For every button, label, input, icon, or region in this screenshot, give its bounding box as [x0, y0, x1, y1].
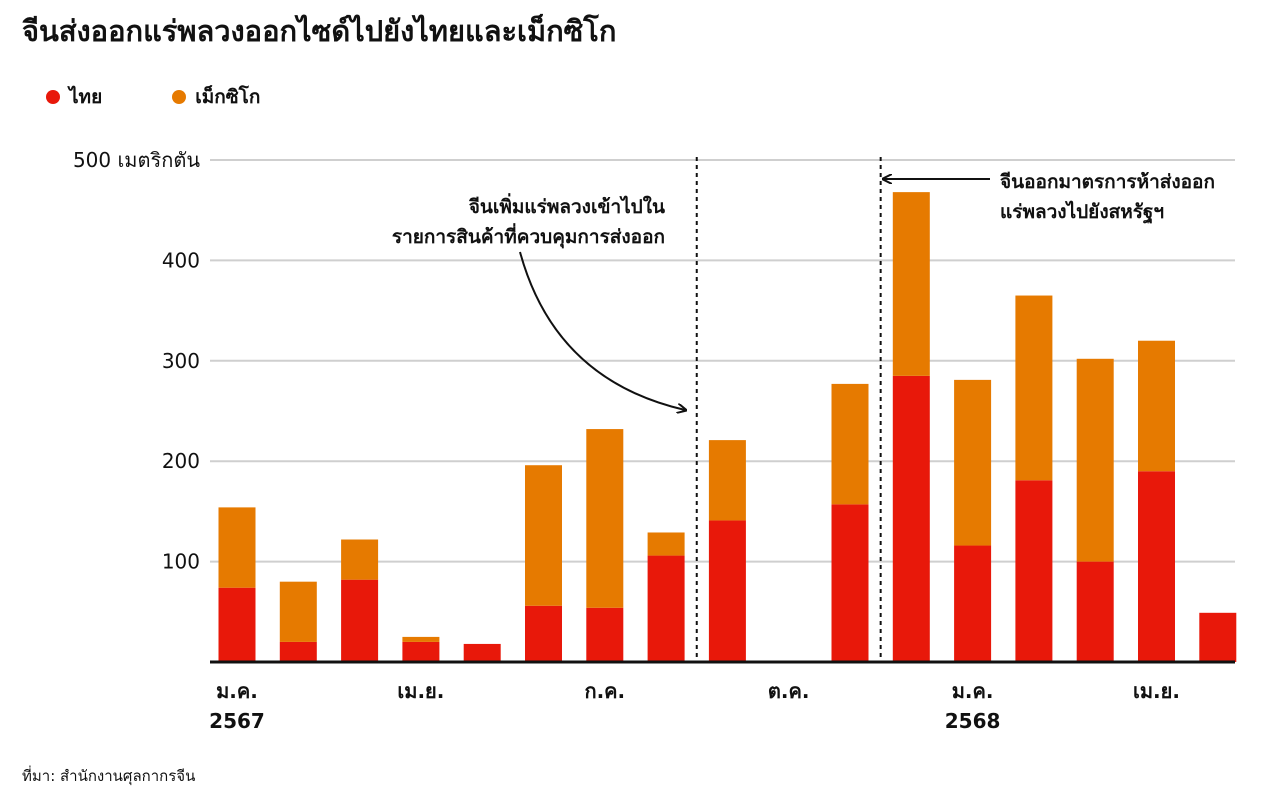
bar-thailand: [1015, 480, 1053, 662]
x-tick-label: ม.ค.: [952, 679, 994, 703]
annotations: จีนเพิ่มแร่พลวงเข้าไปในรายการสินค้าที่คว…: [392, 157, 1215, 662]
x-tick-label: ก.ค.: [584, 679, 625, 703]
bar-thailand: [586, 607, 624, 662]
bar-mexico: [1076, 358, 1114, 562]
bar-mexico: [525, 465, 562, 606]
bar-mexico: [218, 507, 256, 588]
legend: ไทย เม็กซิโก: [46, 82, 260, 112]
source-note: ที่มา: สำนักงานศุลกากรจีน: [22, 767, 196, 785]
annotation-text: แร่พลวงไปยังสหรัฐฯ: [1000, 200, 1164, 225]
annotation-text: จีนออกมาตรการห้าส่งออก: [1000, 171, 1215, 193]
bar-thailand: [1199, 612, 1237, 662]
bar-thailand: [647, 555, 685, 662]
legend-label-thailand: ไทย: [69, 86, 103, 108]
bar-mexico: [708, 440, 746, 521]
y-tick-label: 500 เมตริกตัน: [73, 148, 200, 172]
bar-mexico: [1015, 295, 1053, 481]
legend-label-mexico: เม็กซิโก: [195, 86, 261, 108]
bar-thailand: [402, 641, 440, 662]
y-tick-label: 400: [162, 248, 200, 272]
y-tick-label: 300: [162, 349, 200, 373]
bar-thailand: [831, 504, 869, 662]
bar-mexico: [647, 532, 685, 556]
bar-thailand: [463, 643, 501, 662]
legend-item-mexico: เม็กซิโก: [172, 82, 260, 112]
x-tick-label: เม.ย.: [1133, 679, 1180, 703]
y-tick-label: 200: [162, 449, 200, 473]
bar-mexico: [892, 192, 930, 376]
chart-title: จีนส่งออกแร่พลวงออกไซด์ไปยังไทยและเม็กซิ…: [22, 14, 617, 48]
bar-mexico: [954, 379, 992, 546]
y-tick-label: 100: [162, 550, 200, 574]
bar-thailand: [1076, 561, 1114, 662]
bar-thailand: [1138, 471, 1175, 662]
bar-mexico: [586, 429, 624, 608]
annotation-arrow: [519, 251, 685, 410]
bar-thailand: [525, 605, 562, 662]
bar-mexico: [341, 539, 379, 580]
legend-swatch-thailand: [46, 90, 60, 104]
bars: [210, 192, 1237, 664]
bar-mexico: [831, 383, 869, 505]
x-axis-ticks: ม.ค. 2567 เม.ย. ก.ค. ต.ค. ม.ค. 2568 เม.ย.: [209, 679, 1180, 733]
x-tick-label: 2567: [209, 709, 265, 733]
bar-mexico: [279, 581, 317, 642]
bar-thailand: [708, 520, 746, 662]
x-tick-label: เม.ย.: [397, 679, 444, 703]
y-axis-ticks: 100 200 300 400 500 เมตริกตัน: [73, 148, 200, 574]
x-tick-label: ม.ค.: [216, 679, 258, 703]
bar-thailand: [954, 545, 992, 662]
bar-mexico: [402, 636, 440, 642]
x-tick-label: 2568: [945, 709, 1001, 733]
legend-swatch-mexico: [172, 90, 187, 104]
bar-thailand: [279, 641, 317, 662]
bar-thailand: [892, 375, 930, 662]
x-tick-label: ต.ค.: [768, 679, 810, 703]
annotation-text: รายการสินค้าที่ควบคุมการส่งออก: [392, 223, 665, 249]
bar-thailand: [341, 579, 379, 662]
bar-thailand: [218, 587, 256, 662]
legend-item-thailand: ไทย: [46, 82, 102, 112]
bar-mexico: [1138, 340, 1175, 472]
annotation-text: จีนเพิ่มแร่พลวงเข้าไปใน: [469, 193, 665, 218]
